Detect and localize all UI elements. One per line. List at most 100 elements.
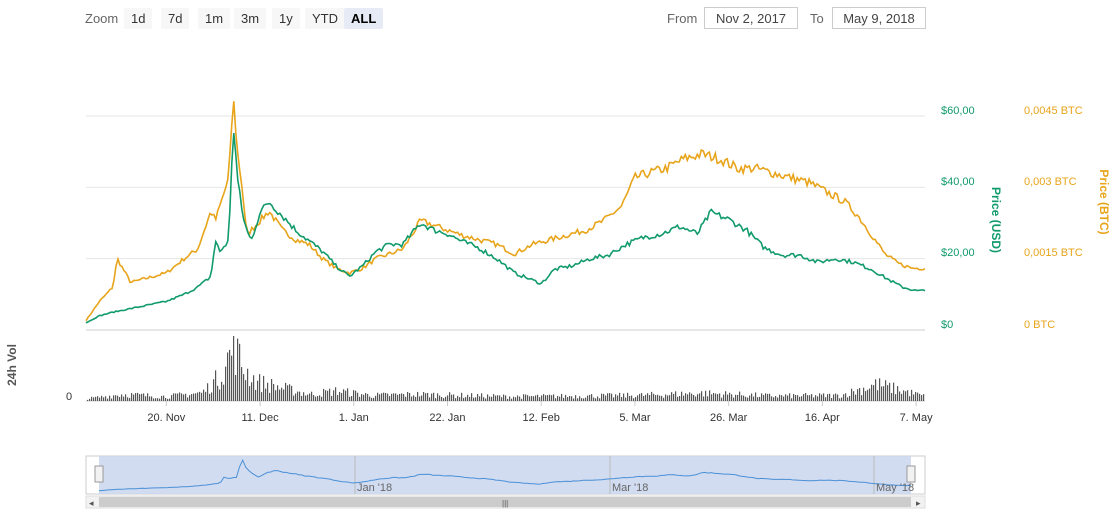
scroll-left-icon[interactable]: ◂	[89, 498, 94, 508]
volume-bar	[743, 395, 745, 401]
volume-bar	[845, 393, 847, 401]
zoom-all-button[interactable]: ALL	[344, 8, 384, 29]
volume-bar	[299, 391, 301, 401]
volume-bar	[491, 396, 493, 401]
btc-price-line	[85, 101, 926, 322]
volume-bar	[569, 395, 571, 401]
volume-bar	[561, 393, 563, 401]
volume-bar	[319, 395, 321, 401]
volume-bar	[139, 394, 141, 401]
volume-bar	[683, 395, 685, 401]
volume-bar	[521, 398, 523, 401]
volume-bar	[819, 393, 821, 401]
volume-bar	[721, 397, 723, 401]
volume-bar	[317, 396, 319, 401]
volume-bar	[781, 395, 783, 401]
volume-bar	[177, 393, 179, 401]
volume-bar	[383, 392, 385, 401]
volume-bar	[183, 394, 185, 401]
volume-bar	[663, 397, 665, 401]
volume-bar	[441, 397, 443, 401]
volume-bar	[211, 392, 213, 401]
from-date-input[interactable]: Nov 2, 2017	[704, 7, 798, 29]
volume-bar	[737, 395, 739, 401]
zoom-ytd-button[interactable]: YTD	[305, 8, 345, 29]
volume-bar	[351, 396, 353, 401]
zoom-3m-button[interactable]: 3m	[234, 8, 267, 29]
volume-bar	[901, 393, 903, 401]
volume-bar	[513, 396, 515, 401]
volume-bar	[755, 392, 757, 401]
volume-bar	[385, 392, 387, 401]
navigator-grid	[354, 456, 875, 494]
usd-tick-label: $40,00	[941, 176, 975, 188]
volume-bar	[691, 393, 693, 401]
volume-bar	[223, 384, 225, 401]
volume-bar	[719, 393, 721, 401]
navigator-right-handle[interactable]	[906, 465, 916, 483]
volume-bar	[481, 393, 483, 401]
navigator-scrollbar[interactable]: ◂ ▸ |||	[85, 495, 926, 509]
zoom-1d-button[interactable]: 1d	[124, 8, 153, 29]
volume-bar	[665, 394, 667, 401]
zoom-1m-button[interactable]: 1m	[198, 8, 231, 29]
volume-bar	[439, 395, 441, 401]
volume-bar	[711, 394, 713, 401]
scrollbar-thumb[interactable]	[99, 497, 911, 507]
volume-bar	[133, 394, 135, 401]
volume-bar	[757, 397, 759, 401]
to-date-input[interactable]: May 9, 2018	[832, 7, 926, 29]
volume-bar	[147, 393, 149, 401]
volume-bar	[913, 394, 915, 401]
volume-bar	[593, 397, 595, 401]
volume-bar	[595, 398, 597, 401]
volume-bar	[729, 392, 731, 401]
volume-bar	[353, 390, 355, 401]
volume-bar	[815, 395, 817, 401]
volume-bar	[93, 397, 95, 401]
volume-bar	[643, 395, 645, 401]
volume-bar	[601, 393, 603, 401]
volume-bar	[103, 397, 105, 401]
volume-bar	[399, 393, 401, 401]
volume-bar	[539, 397, 541, 401]
volume-bar	[877, 390, 879, 401]
zoom-7d-button[interactable]: 7d	[161, 8, 190, 29]
volume-bar	[589, 394, 591, 401]
navigator-series	[98, 458, 911, 492]
navigator[interactable]: Jan '18 Mar '18 May '18	[85, 455, 926, 495]
volume-bar	[101, 395, 103, 401]
volume-bar	[609, 393, 611, 401]
volume-bar	[571, 396, 573, 401]
volume-bar	[301, 395, 303, 401]
volume-bar	[747, 397, 749, 401]
volume-bar	[335, 387, 337, 401]
volume-bar	[393, 393, 395, 401]
volume-bar	[531, 395, 533, 401]
volume-bar	[911, 389, 913, 401]
volume-bar	[771, 396, 773, 401]
volume-bar	[245, 380, 247, 401]
volume-bar	[499, 395, 501, 401]
volume-bar	[891, 393, 893, 401]
zoom-1y-button[interactable]: 1y	[272, 8, 300, 29]
volume-bar	[917, 392, 919, 401]
volume-bar	[867, 389, 869, 401]
volume-bar	[297, 391, 299, 401]
volume-bar	[611, 393, 613, 401]
volume-bar	[837, 394, 839, 401]
volume-bar	[543, 394, 545, 401]
volume-bar	[541, 395, 543, 401]
scroll-right-icon[interactable]: ▸	[916, 498, 921, 508]
navigator-selection[interactable]	[99, 456, 911, 494]
volume-bar	[733, 397, 735, 401]
volume-bar	[699, 393, 701, 401]
x-tick-label: 11. Dec	[242, 412, 280, 424]
volume-bar	[387, 393, 389, 401]
volume-bar	[475, 397, 477, 401]
volume-bar	[581, 398, 583, 401]
navigator-left-handle[interactable]	[94, 465, 104, 483]
volume-bar	[345, 390, 347, 401]
volume-bar	[787, 395, 789, 401]
volume-bar	[775, 396, 777, 401]
